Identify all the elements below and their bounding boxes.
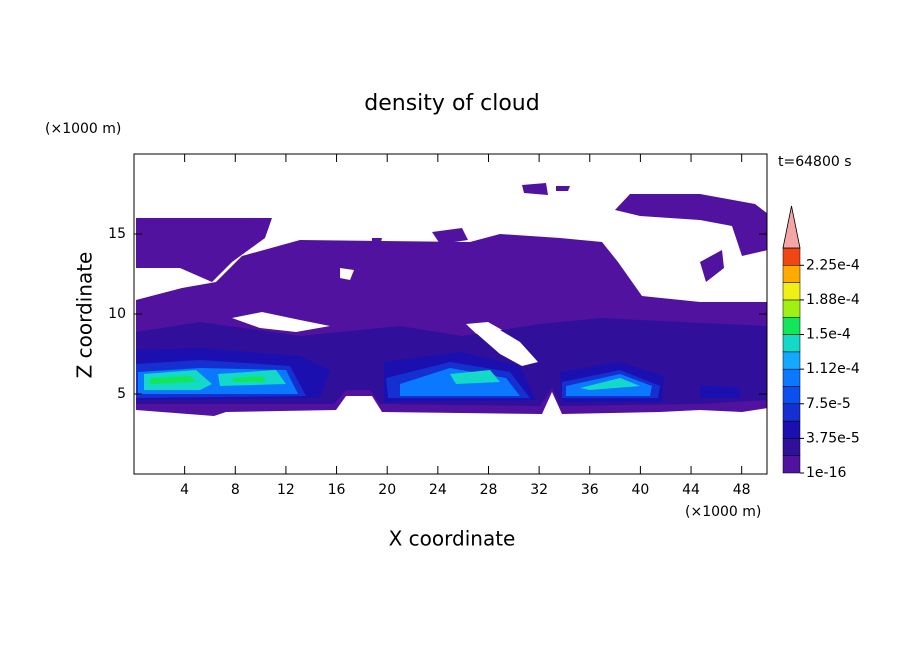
colorbar-tick-label: 7.5e-5 [806, 396, 851, 412]
colorbar-band [782, 386, 801, 405]
colorbar-band [782, 403, 801, 422]
colorbar-band [782, 299, 801, 318]
y-unit: (×1000 m) [45, 121, 121, 137]
y-tick-label: 15 [108, 226, 126, 242]
colorbar-tick-label: 1.12e-4 [806, 361, 860, 377]
x-tick-label: 36 [581, 482, 599, 498]
x-axis-label: X coordinate [389, 527, 516, 551]
colorbar-band [782, 368, 801, 387]
y-tick-label: 10 [108, 306, 126, 322]
y-tick-label: 5 [117, 386, 126, 402]
contour-region [136, 218, 272, 282]
contour-region [615, 194, 767, 256]
x-tick-label: 40 [631, 482, 649, 498]
colorbar-tick-label: 3.75e-5 [806, 430, 860, 446]
x-tick-label: 8 [231, 482, 240, 498]
cloud-gap [468, 324, 538, 366]
colorbar-band [782, 316, 801, 335]
x-unit: (×1000 m) [685, 504, 761, 520]
time-label: t=64800 s [778, 154, 852, 170]
colorbar-band [782, 455, 801, 474]
colorbar-band [782, 247, 801, 266]
colorbar-band [782, 334, 801, 353]
x-tick-label: 44 [682, 482, 700, 498]
x-tick-label: 32 [530, 482, 548, 498]
x-tick-label: 16 [328, 482, 346, 498]
colorbar-band [782, 420, 801, 439]
colorbar-band [782, 438, 801, 456]
colorbar-band [782, 351, 801, 370]
colorbar-extend [782, 205, 801, 249]
y-axis-label: Z coordinate [73, 252, 97, 379]
x-tick-label: 48 [733, 482, 751, 498]
colorbar-tick-label: 1.88e-4 [806, 292, 860, 308]
contour-region [144, 370, 640, 390]
x-tick-label: 20 [378, 482, 396, 498]
x-tick-label: 4 [180, 482, 189, 498]
x-tick-label: 24 [429, 482, 447, 498]
colorbar-tick-label: 1.5e-4 [806, 327, 851, 343]
x-tick-label: 28 [480, 482, 498, 498]
colorbar-tick-label: 1e-16 [806, 465, 846, 481]
colorbar-band [782, 282, 801, 301]
contour-region [372, 183, 724, 282]
x-tick-label: 12 [277, 482, 295, 498]
colorbar-band [782, 265, 801, 283]
contour-region [150, 376, 266, 384]
colorbar-tick-label: 2.25e-4 [806, 257, 860, 273]
contour-field [136, 183, 767, 416]
chart-title: density of cloud [364, 91, 539, 116]
